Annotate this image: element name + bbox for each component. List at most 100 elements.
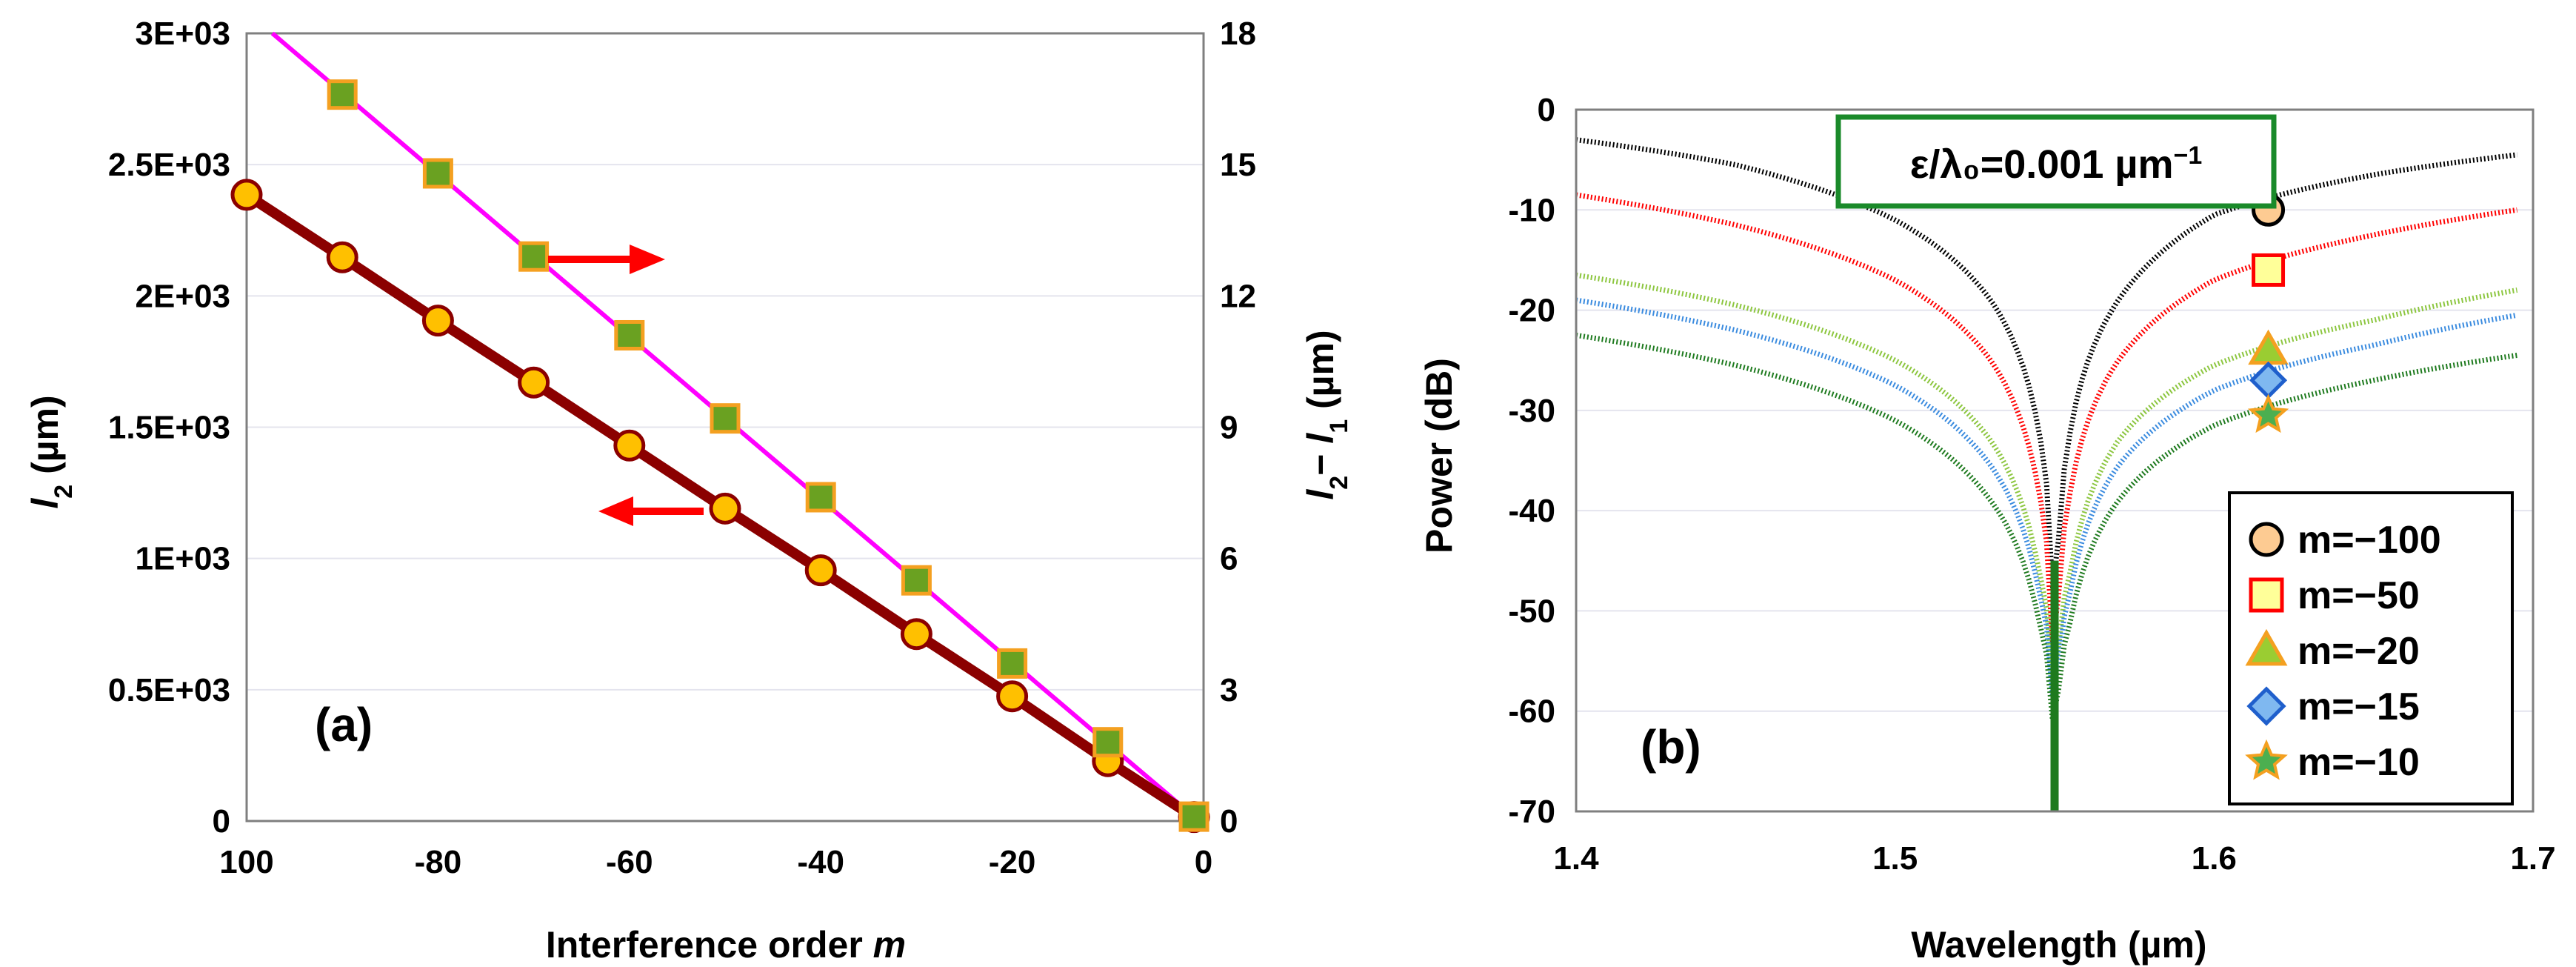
data-point-right (901, 565, 932, 596)
series-curve (1575, 137, 2517, 590)
legend-item: m=−50 (2249, 574, 2420, 617)
y-tick-label: -70 (1508, 794, 1555, 830)
data-point-right (1092, 727, 1124, 758)
legend-item: m=−10 (2245, 739, 2420, 784)
data-point-left (230, 179, 263, 211)
legend-item: m=−15 (2246, 685, 2420, 728)
data-point-left (996, 680, 1029, 713)
left-tick-label: 1.5E+03 (108, 410, 230, 446)
left-tick-label: 1E+03 (136, 541, 230, 577)
series-curve (1575, 192, 2518, 645)
arrow-right-head (630, 245, 665, 274)
annotation-text: ε/λ₀=0.001 µm−1 (1910, 142, 2203, 187)
legend-label: m=−15 (2298, 685, 2420, 728)
data-point-left (326, 241, 358, 273)
right-tick-label: 0 (1220, 803, 1238, 840)
chart-a-plot-frame (245, 32, 1205, 823)
data-point-left (804, 554, 837, 587)
x-tick-label: 1.5 (1872, 840, 1918, 877)
chart-a-arrows (548, 245, 704, 526)
chart-a-x-tick-labels: 100 -80 -60 -40 -20 0 (219, 844, 1212, 880)
legend-marker (2245, 628, 2288, 666)
data-point-left (518, 366, 550, 399)
chart-b-series (1575, 137, 2518, 811)
chart-b-y-axis-title: Power (dB) (1418, 358, 1460, 554)
chart-a-panel-label: (a) (315, 698, 373, 751)
legend-label: m=−20 (2298, 630, 2420, 673)
data-point-right (422, 158, 453, 189)
left-tick-label: 0.5E+03 (108, 672, 230, 708)
data-point-right (327, 79, 358, 110)
legend-marker (2249, 577, 2284, 613)
left-tick-label: 2.5E+03 (108, 147, 230, 183)
left-tick-label: 3E+03 (136, 16, 230, 52)
chart-b-annotation-box: ε/λ₀=0.001 µm−1 (1835, 114, 2277, 209)
y-tick-label: -60 (1508, 694, 1555, 730)
left-tick-label: 2E+03 (136, 278, 230, 314)
x-tick-label: -40 (797, 844, 844, 880)
arrow-left-head (598, 496, 633, 526)
series-curve (1575, 272, 2518, 683)
y-tick-label: -50 (1508, 593, 1555, 629)
right-tick-label: 3 (1220, 672, 1238, 708)
chart-b: 0 -10 -20 -30 -40 -50 -60 -70 1.4 1.5 1.6 1.7 ε/λ₀… (1418, 92, 2556, 966)
legend-label: m=−50 (2298, 574, 2420, 617)
x-tick-label: -60 (606, 844, 653, 880)
x-tick-label: -20 (989, 844, 1036, 880)
series-marker (2247, 393, 2289, 433)
chart-a-series (230, 31, 1210, 834)
data-point-right (614, 319, 645, 350)
chart-a-left-axis-title: l2 (µm) (24, 395, 78, 508)
legend-label: m=−100 (2298, 519, 2441, 562)
chart-b-legend: m=−100 m=−50 m=−20 m=−15 m=−10 (2228, 491, 2514, 805)
legend-marker (2245, 739, 2288, 780)
x-tick-label: 1.6 (2192, 840, 2237, 877)
annotation-box-border (1835, 114, 2277, 209)
chart-b-y-tick-labels: 0 -10 -20 -30 -40 -50 -60 -70 (1508, 92, 1555, 830)
left-tick-label: 0 (213, 803, 230, 840)
data-point-right (710, 403, 741, 434)
y-tick-label: 0 (1538, 92, 1555, 128)
chart-a-right-tick-labels: 0 3 6 9 12 15 18 (1220, 16, 1256, 840)
right-tick-label: 12 (1220, 278, 1256, 314)
chart-b-plot-frame (1575, 108, 2535, 813)
data-point-right (518, 241, 550, 272)
series-5 (1575, 332, 2517, 811)
chart-a-right-axis-title: l2− l1 (µm) (1300, 330, 1353, 499)
x-tick-label: 1.4 (1553, 840, 1599, 877)
chart-a: 0 0.5E+03 1E+03 1.5E+03 2E+03 2.5E+03 3E+03 0 3… (24, 16, 1353, 966)
right-tick-label: 6 (1220, 541, 1238, 577)
series-marker (2252, 253, 2286, 287)
data-point-left (709, 492, 741, 525)
x-tick-label: 1.7 (2510, 840, 2555, 877)
x-tick-label: -80 (415, 844, 462, 880)
data-point-right (805, 482, 836, 513)
data-point-left (900, 618, 932, 651)
chart-b-x-axis-title: Wavelength (µm) (1911, 924, 2206, 966)
legend-item: m=−100 (2249, 519, 2441, 562)
y-tick-label: -30 (1508, 393, 1555, 429)
y-tick-label: -10 (1508, 192, 1555, 228)
x-tick-label: 0 (1195, 844, 1212, 880)
chart-b-panel-label: (b) (1641, 720, 1701, 774)
chart-b-x-tick-labels: 1.4 1.5 1.6 1.7 (1553, 840, 2555, 877)
legend-marker (2249, 522, 2284, 557)
chart-a-left-tick-labels: 0 0.5E+03 1E+03 1.5E+03 2E+03 2.5E+03 3E+03 (108, 16, 230, 840)
right-tick-label: 18 (1220, 16, 1256, 52)
legend-label: m=−10 (2298, 741, 2420, 784)
series-curve (1575, 332, 2517, 722)
right-tick-label: 15 (1220, 147, 1256, 183)
series-curve (1575, 297, 2518, 698)
legend-item: m=−20 (2245, 628, 2420, 673)
data-point-left (421, 305, 454, 337)
data-point-right (997, 648, 1028, 679)
legend-marker (2246, 686, 2286, 726)
right-tick-label: 9 (1220, 410, 1238, 446)
data-point-left (613, 429, 646, 462)
data-point-right (1178, 801, 1209, 832)
y-tick-label: -40 (1508, 493, 1555, 529)
chart-a-x-axis-title: Interference order m (546, 924, 906, 966)
x-tick-label: 100 (219, 844, 273, 880)
y-tick-label: -20 (1508, 293, 1555, 329)
